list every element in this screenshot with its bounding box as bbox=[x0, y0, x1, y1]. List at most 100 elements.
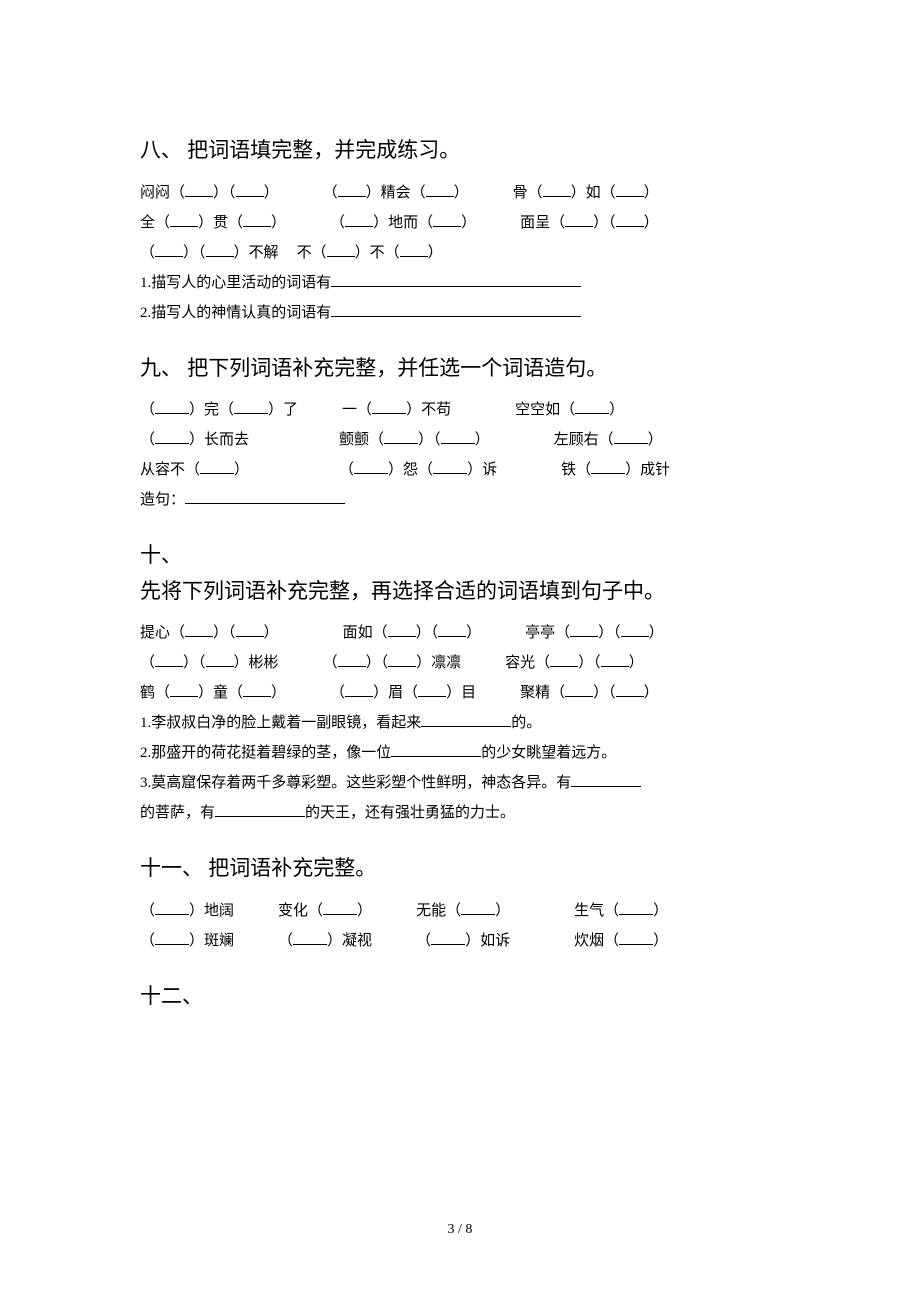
fill-blank[interactable] bbox=[388, 652, 416, 667]
fill-blank[interactable] bbox=[575, 399, 609, 414]
fill-blank[interactable] bbox=[293, 930, 327, 945]
section-8-heading: 八、 把词语填完整，并完成练习。 bbox=[140, 134, 780, 168]
fill-blank[interactable] bbox=[323, 900, 357, 915]
q1-label: 1.描写人的心里活动的词语有 bbox=[140, 275, 331, 291]
section-10-line-2: （）（）彬彬（）（）凛凛容光（）（） bbox=[140, 648, 780, 678]
fill-blank[interactable] bbox=[206, 242, 234, 257]
fill-blank[interactable] bbox=[571, 772, 641, 787]
fill-blank[interactable] bbox=[431, 930, 465, 945]
fill-blank[interactable] bbox=[400, 242, 428, 257]
text-run: ）斑斓 bbox=[189, 933, 234, 949]
fill-blank[interactable] bbox=[338, 652, 366, 667]
text-run: ） bbox=[644, 215, 659, 231]
text-run: ） bbox=[466, 625, 481, 641]
fill-blank[interactable] bbox=[155, 652, 183, 667]
section-11-heading: 十一、 把词语补充完整。 bbox=[140, 852, 780, 886]
text-run: 容光（ bbox=[505, 655, 550, 671]
fill-blank[interactable] bbox=[372, 399, 406, 414]
text-run: ） bbox=[213, 625, 228, 641]
fill-blank[interactable] bbox=[345, 212, 373, 227]
text-run: ）目 bbox=[446, 685, 476, 701]
fill-blank[interactable] bbox=[243, 212, 271, 227]
section-10-heading: 先将下列词语补充完整，再选择合适的词语填到句子中。 bbox=[140, 575, 780, 609]
fill-blank[interactable] bbox=[155, 399, 189, 414]
q-text: 的少女眺望着远方。 bbox=[481, 745, 616, 761]
text-run: 面呈（ bbox=[520, 215, 565, 231]
fill-blank[interactable] bbox=[327, 242, 355, 257]
text-run: （ bbox=[170, 185, 185, 201]
sentence-label: 造句： bbox=[140, 492, 185, 508]
fill-blank[interactable] bbox=[331, 272, 581, 287]
text-run: 左顾右（ bbox=[554, 432, 614, 448]
fill-blank[interactable] bbox=[441, 429, 475, 444]
fill-blank[interactable] bbox=[234, 399, 268, 414]
fill-blank[interactable] bbox=[461, 900, 495, 915]
fill-blank[interactable] bbox=[438, 622, 466, 637]
fill-blank[interactable] bbox=[619, 930, 653, 945]
fill-blank[interactable] bbox=[331, 302, 581, 317]
fill-blank[interactable] bbox=[155, 429, 189, 444]
text-run: ） bbox=[428, 245, 443, 261]
section-11-line-1: （）地阔变化（）无能（）生气（） bbox=[140, 896, 780, 926]
fill-blank[interactable] bbox=[170, 212, 198, 227]
section-9-line-2: （）长而去颤颤（）（）左顾右（） bbox=[140, 425, 780, 455]
text-run: ） bbox=[461, 215, 476, 231]
fill-blank[interactable] bbox=[418, 682, 446, 697]
text-run: （ bbox=[140, 655, 155, 671]
text-run: （ bbox=[608, 215, 616, 231]
fill-blank[interactable] bbox=[616, 182, 644, 197]
fill-blank[interactable] bbox=[421, 712, 511, 727]
text-run: （ bbox=[228, 625, 236, 641]
fill-blank[interactable] bbox=[543, 182, 571, 197]
text-run: ）彬彬 bbox=[234, 655, 279, 671]
fill-blank[interactable] bbox=[433, 212, 461, 227]
text-run: 骨（ bbox=[513, 185, 543, 201]
fill-blank[interactable] bbox=[565, 212, 593, 227]
fill-blank[interactable] bbox=[433, 459, 467, 474]
fill-blank[interactable] bbox=[426, 182, 454, 197]
fill-blank[interactable] bbox=[185, 622, 213, 637]
fill-blank[interactable] bbox=[185, 182, 213, 197]
fill-blank[interactable] bbox=[236, 182, 264, 197]
fill-blank[interactable] bbox=[243, 682, 271, 697]
text-run: ） bbox=[644, 685, 659, 701]
text-run: 一（ bbox=[342, 402, 372, 418]
q2-label: 2.描写人的神情认真的词语有 bbox=[140, 305, 331, 321]
fill-blank[interactable] bbox=[236, 622, 264, 637]
fill-blank[interactable] bbox=[565, 682, 593, 697]
fill-blank[interactable] bbox=[155, 930, 189, 945]
fill-blank[interactable] bbox=[155, 242, 183, 257]
fill-blank[interactable] bbox=[185, 489, 345, 504]
text-run: 鹤（ bbox=[140, 685, 170, 701]
text-run: ） bbox=[416, 625, 431, 641]
fill-blank[interactable] bbox=[354, 459, 388, 474]
fill-blank[interactable] bbox=[616, 212, 644, 227]
fill-blank[interactable] bbox=[206, 652, 234, 667]
fill-blank[interactable] bbox=[170, 682, 198, 697]
section-10-q2: 2.那盛开的荷花挺着碧绿的茎，像一位的少女眺望着远方。 bbox=[140, 738, 780, 768]
fill-blank[interactable] bbox=[155, 900, 189, 915]
text-run: ）完（ bbox=[189, 402, 234, 418]
fill-blank[interactable] bbox=[550, 652, 578, 667]
fill-blank[interactable] bbox=[384, 429, 418, 444]
text-run: ） bbox=[357, 903, 372, 919]
fill-blank[interactable] bbox=[619, 900, 653, 915]
section-9-sentence: 造句： bbox=[140, 485, 780, 515]
fill-blank[interactable] bbox=[215, 802, 305, 817]
fill-blank[interactable] bbox=[570, 622, 598, 637]
text-run: （ bbox=[278, 933, 293, 949]
text-run: ） bbox=[454, 185, 469, 201]
fill-blank[interactable] bbox=[388, 622, 416, 637]
section-10-line-3: 鹤（）童（）（）眉（）目聚精（）（） bbox=[140, 678, 780, 708]
section-8-line-1: 闷闷（）（）（）精会（）骨（）如（） bbox=[140, 178, 780, 208]
fill-blank[interactable] bbox=[391, 742, 481, 757]
fill-blank[interactable] bbox=[616, 682, 644, 697]
fill-blank[interactable] bbox=[338, 182, 366, 197]
fill-blank[interactable] bbox=[591, 459, 625, 474]
fill-blank[interactable] bbox=[621, 622, 649, 637]
text-run: （ bbox=[228, 185, 236, 201]
fill-blank[interactable] bbox=[200, 459, 234, 474]
fill-blank[interactable] bbox=[601, 652, 629, 667]
fill-blank[interactable] bbox=[614, 429, 648, 444]
fill-blank[interactable] bbox=[345, 682, 373, 697]
